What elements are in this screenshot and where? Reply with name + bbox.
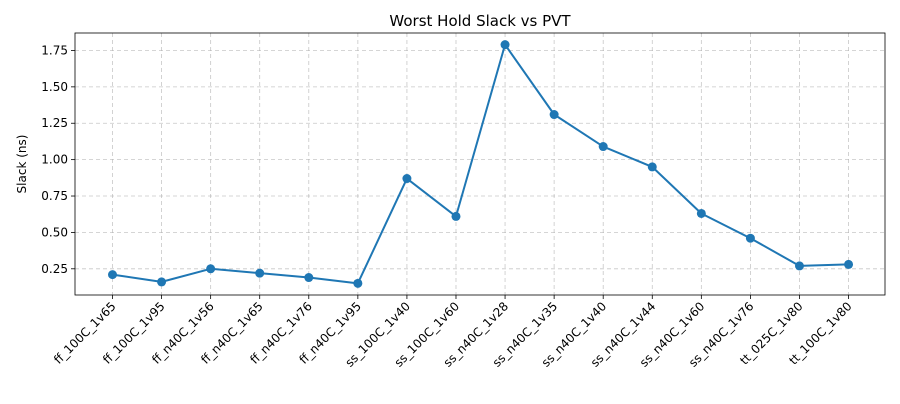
data-point [402, 174, 412, 184]
y-tick-label: 0.25 [41, 262, 68, 276]
data-point [696, 208, 706, 218]
y-axis-label: Slack (ns) [15, 135, 29, 194]
axis-ticks: 0.250.500.751.001.251.501.75ff_100C_1v65… [41, 43, 854, 369]
data-point [157, 277, 167, 287]
plot-frame [74, 32, 886, 296]
series-line [111, 43, 850, 285]
data-point [206, 264, 216, 274]
y-tick-label: 1.25 [41, 116, 68, 130]
y-tick-label: 1.00 [41, 153, 68, 167]
data-point [549, 110, 559, 120]
data-point [353, 278, 363, 288]
data-point [598, 142, 608, 152]
y-tick-label: 1.50 [41, 80, 68, 94]
data-points [108, 40, 854, 288]
y-tick-label: 0.75 [41, 189, 68, 203]
chart-title: Worst Hold Slack vs PVT [389, 12, 571, 30]
data-point [500, 40, 510, 50]
y-tick-label: 1.75 [41, 43, 68, 57]
data-point [844, 259, 854, 269]
data-point [255, 268, 265, 278]
data-point [108, 270, 117, 280]
grid [75, 33, 885, 295]
data-point [451, 211, 461, 221]
y-tick-label: 0.50 [41, 225, 68, 239]
data-point [304, 273, 314, 283]
data-point [745, 233, 755, 243]
data-point [794, 261, 804, 271]
data-point [647, 162, 657, 172]
